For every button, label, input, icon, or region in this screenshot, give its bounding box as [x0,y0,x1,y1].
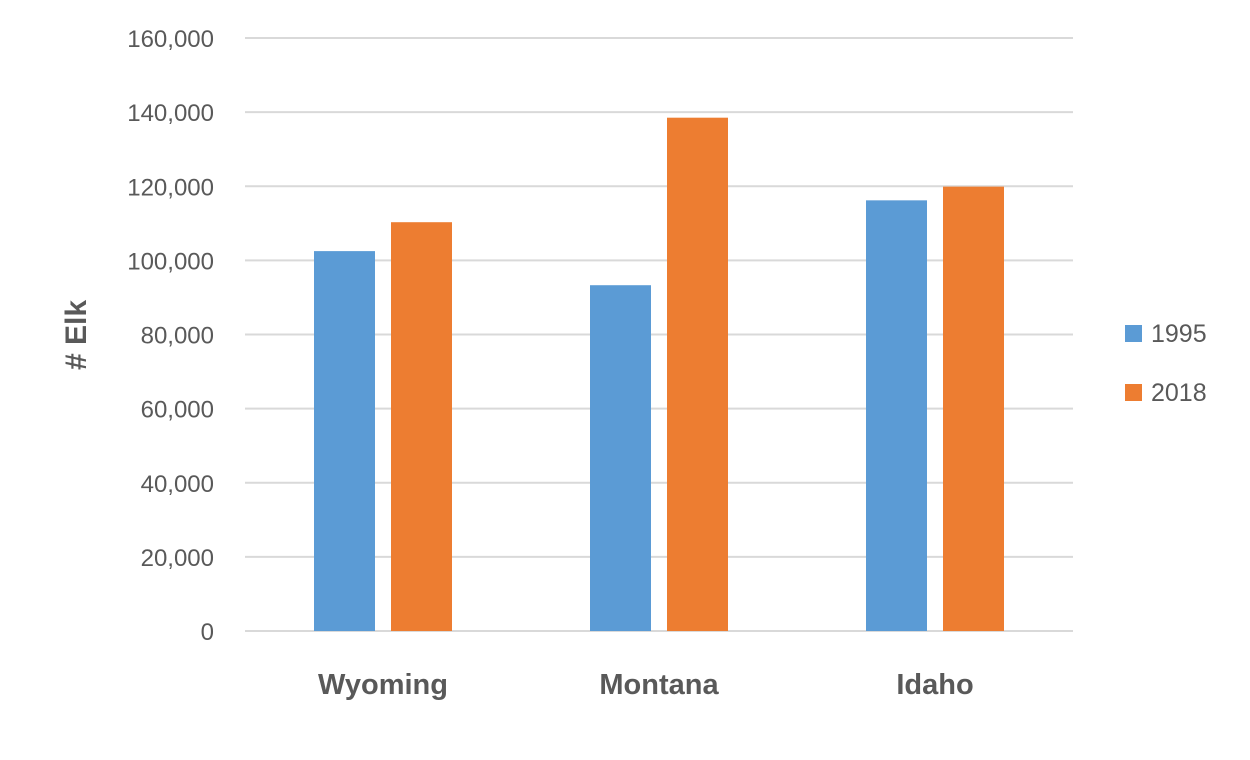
y-tick-label: 0 [201,619,214,646]
y-tick-label: 40,000 [141,471,214,498]
legend-swatch-1995 [1125,325,1142,342]
gridlines [245,37,1073,632]
bars [314,117,1004,632]
category-label: Idaho [896,669,973,701]
category-labels: Wyoming Montana Idaho [318,669,974,701]
y-tick-label: 20,000 [141,545,214,572]
y-tick-label: 120,000 [127,174,214,201]
bar-idaho-2018 [943,186,1004,632]
bar-wyoming-1995 [314,251,375,631]
y-tick-label: 140,000 [127,100,214,127]
y-tick-label: 80,000 [141,323,214,350]
legend-label: 2018 [1151,379,1207,407]
y-tick-label: 160,000 [127,26,214,53]
y-axis-title: # Elk [60,300,93,370]
bar-montana-1995 [590,285,651,631]
y-tick-labels: 0 20,000 40,000 60,000 80,000 100,000 120,000 1… [127,26,214,646]
category-label: Montana [599,669,719,701]
legend: 1995 2018 [1125,320,1207,407]
legend-swatch-2018 [1125,384,1142,401]
y-tick-label: 100,000 [127,248,214,275]
legend-label: 1995 [1151,320,1207,348]
category-label: Wyoming [318,669,448,701]
bar-montana-2018 [667,117,728,631]
y-tick-label: 60,000 [141,397,214,424]
bar-wyoming-2018 [391,222,452,631]
bar-idaho-1995 [866,200,927,632]
